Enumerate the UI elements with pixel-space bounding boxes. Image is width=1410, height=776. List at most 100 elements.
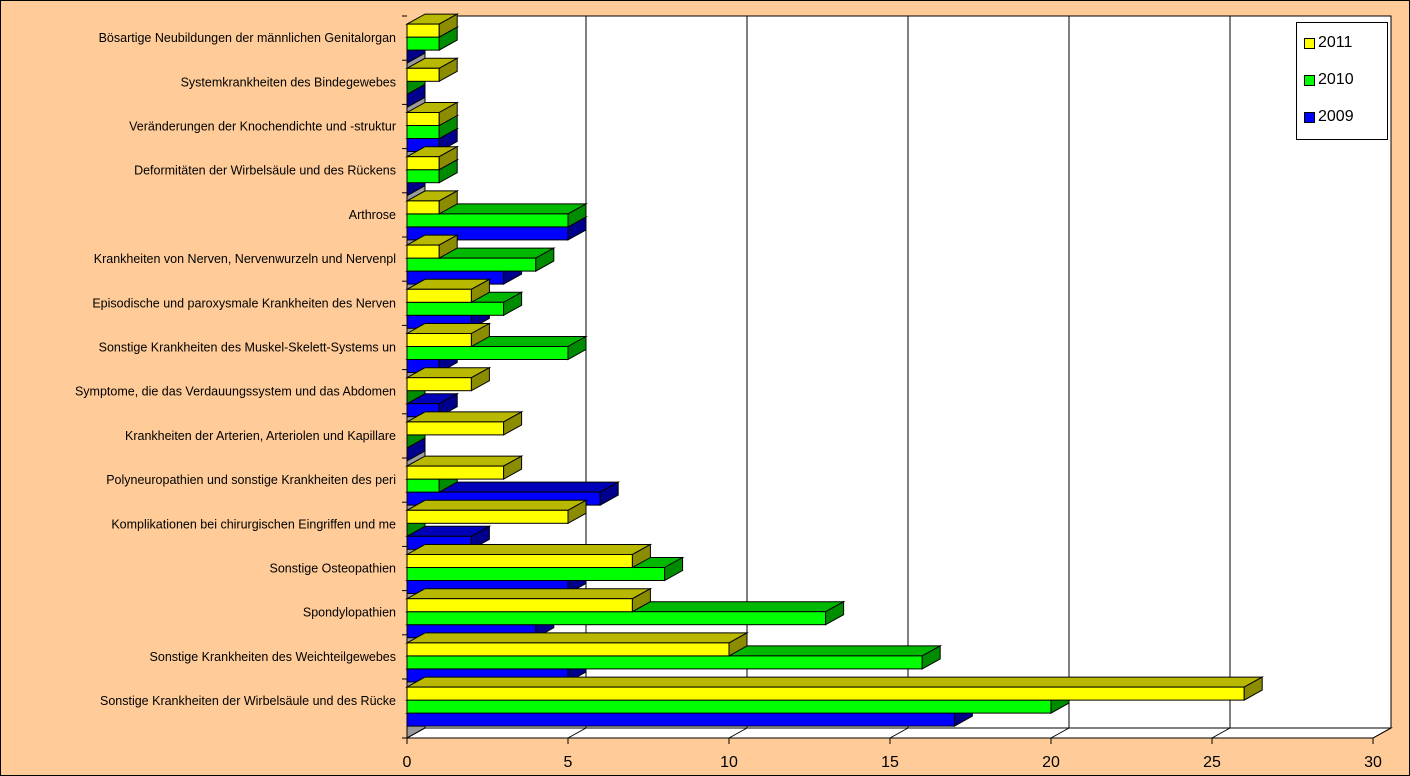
x-tick-label: 25 [1203, 754, 1221, 771]
bar-2011 [406, 686, 1245, 701]
legend-item-2009: 2009 [1304, 107, 1354, 127]
bar-2011 [406, 200, 440, 215]
bar-2010 [406, 169, 440, 184]
category-label: Polyneuropathien und sonstige Krankheite… [106, 473, 396, 487]
bar-2011 [406, 333, 472, 347]
x-tick-label: 10 [720, 754, 738, 771]
bar-end-2011 [438, 57, 458, 83]
bar-2011 [406, 23, 440, 38]
category-label: Krankheiten der Arterien, Arteriolen und… [125, 429, 396, 443]
bar-end-2011 [438, 13, 458, 38]
bar-2011 [406, 112, 440, 126]
category-label: Episodische und paroxysmale Krankheiten … [92, 296, 396, 310]
bar-end-2011 [631, 543, 651, 569]
x-tick-label: 30 [1364, 754, 1382, 771]
bar-end-2011 [503, 411, 523, 436]
category-label: Komplikationen bei chirurgischen Eingrif… [111, 517, 396, 531]
bar-end-2011 [438, 190, 458, 215]
bar-2011 [406, 509, 569, 524]
bar-2010 [406, 36, 440, 51]
legend-label-2009: 2009 [1318, 108, 1354, 125]
bar-2011 [406, 642, 730, 657]
category-label: Arthrose [349, 208, 396, 222]
bar-2010 [406, 478, 440, 493]
bar-end-2011 [438, 234, 458, 259]
legend: 2011 2010 2009 [1296, 22, 1388, 140]
bar-2010 [406, 699, 1052, 714]
legend-swatch-2009 [1304, 111, 1315, 123]
bar-end-2010 [825, 600, 845, 626]
bar-end-2010 [567, 203, 587, 228]
bar-2010 [406, 213, 569, 228]
bar-2009 [406, 712, 955, 727]
bar-end-2010 [921, 645, 941, 670]
category-label: Sonstige Krankheiten der Wirbelsäule und… [100, 694, 396, 708]
category-label: Systemkrankheiten des Bindegewebes [181, 75, 396, 89]
legend-swatch-2011 [1304, 37, 1315, 49]
bar-2011 [406, 288, 472, 303]
legend-item-2010: 2010 [1304, 70, 1354, 90]
bar-2011 [406, 465, 505, 480]
bar-top-2011 [405, 632, 749, 644]
bar-2011 [406, 377, 472, 392]
bar-end-2011 [438, 145, 458, 171]
floor-gridline [728, 727, 748, 739]
bar-end-2011 [503, 455, 523, 480]
legend-item-2011: 2011 [1304, 33, 1352, 53]
bar-end-2011 [470, 366, 490, 392]
floor-gridline [1050, 727, 1070, 739]
category-label: Sonstige Osteopathien [270, 562, 397, 576]
category-label: Bösartige Neubildungen der männlichen Ge… [99, 31, 396, 45]
x-tick-label: 20 [1042, 754, 1060, 771]
bar-2010 [406, 611, 827, 626]
floor-gridline [889, 727, 909, 739]
bar-top-2011 [405, 544, 653, 555]
floor-gridline [567, 727, 587, 739]
bar-2011 [406, 554, 633, 568]
bar-top-2011 [405, 411, 524, 423]
category-label: Spondylopathien [303, 606, 396, 620]
bar-end-2011 [470, 322, 490, 348]
bar-end-2011 [631, 587, 651, 613]
bar-end-2010 [503, 291, 523, 317]
category-label: Sonstige Krankheiten des Muskel-Skelett-… [99, 341, 396, 355]
bar-2010 [406, 567, 666, 581]
bar-top-2011 [405, 455, 524, 467]
bar-2010 [406, 301, 505, 316]
bar-top-2011 [405, 499, 588, 511]
legend-swatch-2010 [1304, 74, 1315, 86]
floor-gridline [406, 727, 426, 739]
x-tick-label: 15 [881, 754, 899, 771]
x-tick-label: 5 [564, 754, 573, 771]
bar-end-2011 [1243, 676, 1263, 701]
bar-2010 [406, 125, 440, 139]
bar-end-2011 [567, 499, 587, 525]
bar-top-2011 [405, 588, 653, 600]
category-label: Deformitäten der Wirbelsäule und des Rüc… [134, 164, 396, 178]
bar-2011 [406, 421, 505, 436]
bar-2011 [406, 67, 440, 82]
bar-2011 [406, 244, 440, 259]
category-label: Veränderungen der Knochendichte und -str… [129, 120, 396, 134]
x-tick-label: 0 [403, 754, 412, 771]
bar-end-2010 [664, 556, 684, 582]
bar-end-2010 [535, 247, 555, 272]
category-label: Sonstige Krankheiten des Weichteilgewebe… [150, 650, 396, 664]
category-label: Krankheiten von Nerven, Nervenwurzeln un… [94, 252, 396, 266]
bar-end-2011 [470, 278, 490, 304]
bar-top-2011 [405, 676, 1265, 688]
bar-2011 [406, 598, 633, 613]
bar-2010 [406, 655, 923, 670]
bar-2011 [406, 156, 440, 171]
category-label: Symptome, die das Verdauungssystem und d… [75, 385, 396, 399]
bar-2010 [406, 257, 537, 272]
floor-gridline [1211, 727, 1231, 739]
bar-end-2011 [728, 632, 748, 657]
floor-gridline [1372, 727, 1392, 739]
bar-end-2009 [599, 481, 619, 506]
legend-label-2010: 2010 [1318, 71, 1354, 88]
bar-end-2011 [438, 101, 458, 127]
bar-end-2010 [567, 335, 587, 361]
bar-2010 [406, 346, 569, 360]
